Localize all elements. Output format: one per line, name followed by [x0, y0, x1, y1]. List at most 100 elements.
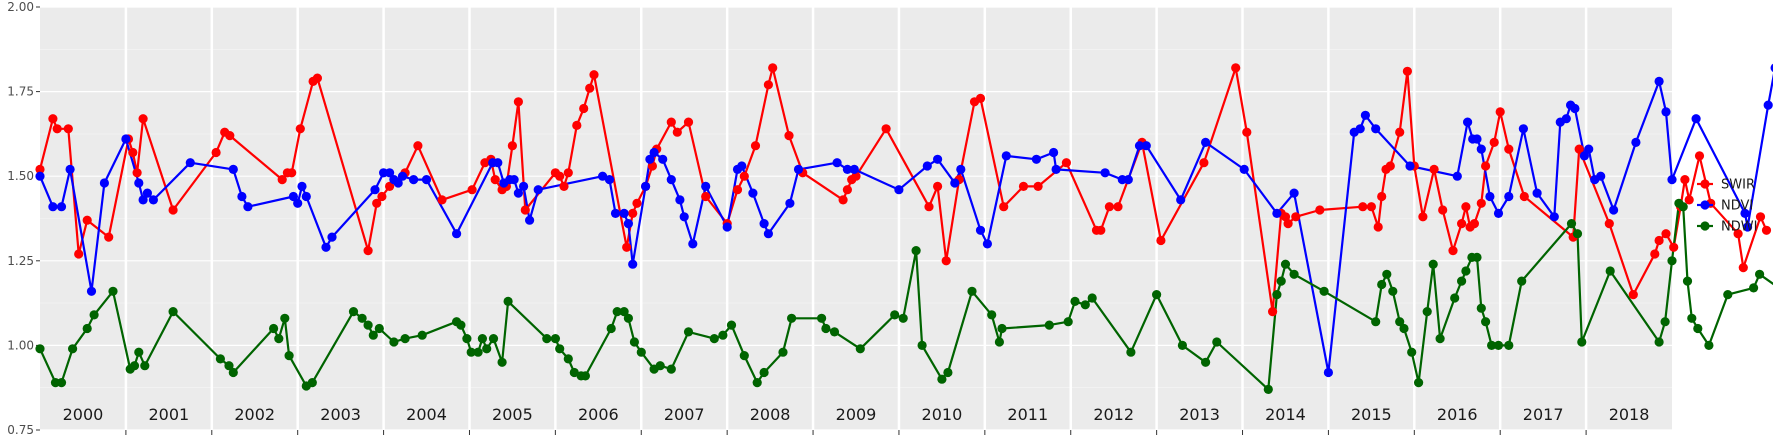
data-point-ndwi	[348, 307, 359, 317]
data-point-ndvi	[301, 191, 311, 202]
data-point-ndvi	[623, 219, 634, 229]
data-point-swir	[683, 117, 694, 127]
data-point-ndvi	[385, 168, 395, 178]
data-point-ndwi	[368, 330, 378, 340]
data-point-ndvi	[65, 164, 75, 174]
data-point-ndwi	[759, 367, 769, 378]
data-point-ndvi	[933, 154, 943, 164]
data-point-ndwi	[1044, 320, 1054, 330]
data-point-ndvi	[1743, 222, 1753, 232]
data-point-swir	[1457, 219, 1467, 229]
data-point-ndwi	[994, 337, 1005, 347]
data-point-ndvi	[288, 191, 298, 202]
data-point-ndwi	[35, 344, 45, 354]
year-label: 2006	[578, 405, 619, 424]
data-point-swir	[555, 171, 565, 181]
data-point-ndwi	[1450, 293, 1460, 303]
data-point-ndwi	[1457, 276, 1467, 286]
data-point-swir	[1574, 144, 1584, 154]
data-point-ndvi	[121, 134, 131, 144]
data-point-swir	[559, 181, 569, 191]
data-point-ndvi	[1141, 141, 1151, 151]
data-point-ndwi	[503, 296, 513, 306]
data-point-ndwi	[1572, 229, 1583, 239]
year-label: 2013	[1179, 405, 1220, 424]
data-point-ndvi	[297, 181, 307, 191]
data-point-ndwi	[1080, 300, 1090, 310]
data-point-ndwi	[1414, 378, 1424, 388]
data-point-ndvi	[1476, 144, 1486, 154]
data-point-ndwi	[1272, 290, 1282, 300]
data-point-ndvi	[56, 202, 67, 212]
data-point-ndwi	[829, 327, 840, 337]
data-point-swir	[1469, 219, 1479, 229]
data-point-swir	[563, 168, 573, 178]
data-point-swir	[1495, 107, 1505, 117]
data-point-ndvi	[525, 215, 535, 225]
data-point-ndvi	[1596, 171, 1606, 181]
year-label: 2008	[750, 405, 791, 424]
data-point-ndvi	[722, 222, 732, 232]
data-point-swir	[63, 124, 73, 134]
data-point-swir	[1755, 212, 1766, 222]
data-point-ndwi	[1517, 276, 1527, 286]
data-point-ndwi	[82, 323, 92, 334]
data-point-swir	[589, 70, 599, 80]
data-point-swir	[672, 127, 682, 137]
data-point-ndvi	[1049, 147, 1059, 158]
data-point-ndwi	[1435, 334, 1445, 344]
data-point-ndvi	[1579, 151, 1589, 161]
data-point-ndwi	[817, 313, 827, 323]
data-point-ndvi	[1609, 205, 1619, 215]
data-point-ndvi	[513, 188, 524, 198]
data-point-ndvi	[1504, 191, 1514, 202]
year-label: 2010	[922, 405, 963, 424]
data-point-ndvi	[1472, 134, 1482, 144]
data-point-ndvi	[785, 198, 795, 208]
data-point-ndwi	[274, 334, 284, 344]
data-point-swir	[701, 191, 711, 202]
year-label: 2005	[492, 405, 533, 424]
data-point-ndwi	[1723, 290, 1733, 300]
year-label: 2000	[63, 405, 104, 424]
data-point-ndwi	[108, 286, 118, 296]
data-point-ndwi	[1687, 313, 1697, 323]
data-point-ndwi	[1667, 256, 1677, 266]
legend-label: NDWI	[1721, 220, 1757, 235]
year-label: 2004	[406, 405, 447, 424]
data-point-swir	[225, 131, 235, 141]
data-point-swir	[490, 175, 500, 185]
data-point-ndwi	[456, 320, 466, 330]
data-point-ndvi	[748, 188, 758, 198]
data-point-ndvi	[675, 195, 685, 205]
data-point-ndwi	[482, 344, 492, 354]
data-point-swir	[1291, 212, 1301, 222]
data-point-ndvi	[493, 158, 503, 168]
data-point-swir	[750, 141, 761, 151]
year-labels: 2000 2001 2002 2003 2004 2005 2006 2007 2008 2009…	[63, 405, 1650, 424]
data-point-ndvi	[1272, 208, 1282, 218]
data-point-swir	[507, 141, 517, 151]
data-point-ndvi	[1031, 154, 1041, 164]
data-point-ndvi	[1134, 141, 1145, 151]
data-point-swir	[1366, 202, 1376, 212]
data-point-ndwi	[967, 286, 977, 296]
data-point-swir	[622, 242, 632, 252]
data-point-swir	[1429, 164, 1439, 174]
data-point-ndvi	[1631, 137, 1641, 147]
data-point-ndvi	[1549, 212, 1559, 222]
data-point-swir	[1733, 229, 1743, 239]
data-point-swir	[48, 114, 58, 124]
data-point-ndvi	[604, 175, 615, 185]
year-label: 2011	[1007, 405, 1048, 424]
data-point-ndwi	[1654, 337, 1664, 347]
data-point-ndwi	[898, 313, 908, 323]
data-point-ndwi	[477, 334, 487, 344]
data-point-ndwi	[683, 327, 694, 337]
legend-label: NDVI	[1721, 199, 1753, 214]
data-point-ndwi	[1605, 266, 1615, 276]
data-point-swir	[1604, 219, 1614, 229]
data-point-swir	[941, 256, 951, 266]
data-point-swir	[513, 97, 524, 107]
